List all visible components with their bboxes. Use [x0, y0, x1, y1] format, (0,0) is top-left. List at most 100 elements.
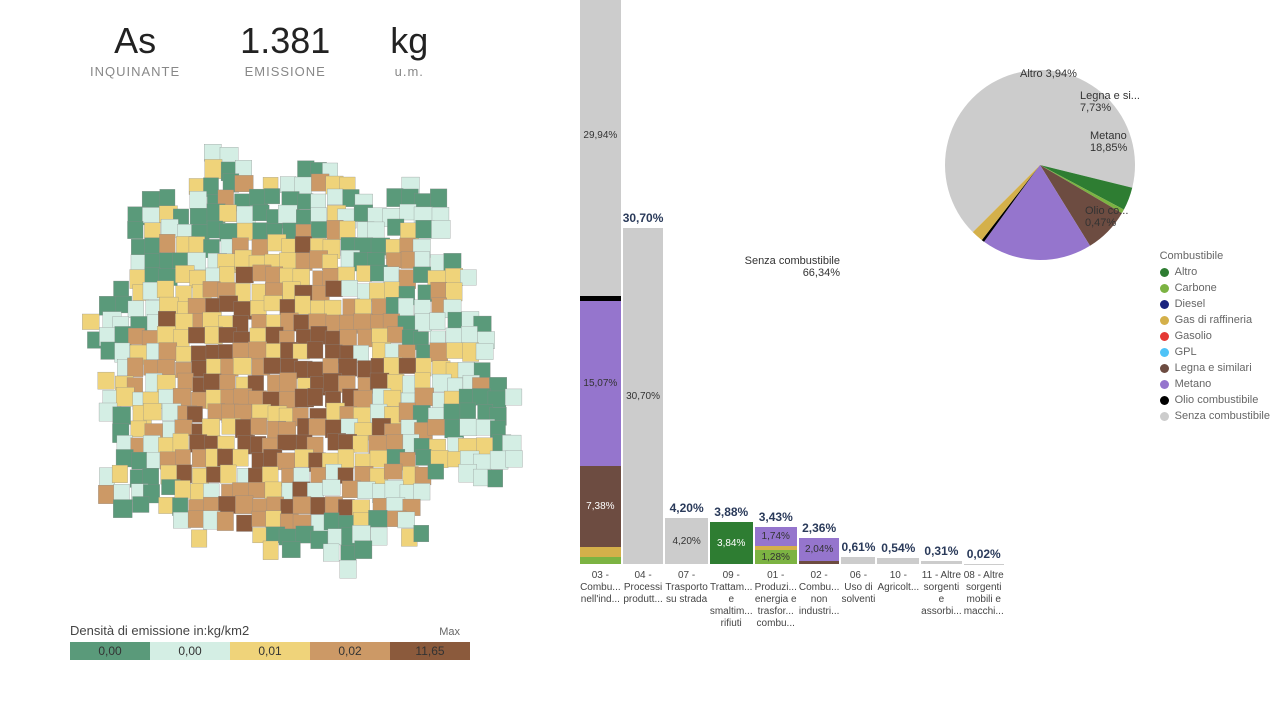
- map-region[interactable]: [233, 358, 251, 375]
- map-region[interactable]: [191, 346, 207, 363]
- fuel-legend-item[interactable]: Diesel: [1160, 298, 1270, 310]
- map-region[interactable]: [191, 530, 207, 547]
- map-region[interactable]: [157, 281, 174, 298]
- fuel-legend-item[interactable]: Senza combustibile: [1160, 410, 1270, 422]
- map-region[interactable]: [248, 342, 267, 359]
- map-region[interactable]: [145, 238, 161, 255]
- map-region[interactable]: [202, 419, 220, 437]
- map-region[interactable]: [204, 144, 221, 161]
- map-region[interactable]: [132, 452, 147, 469]
- map-region[interactable]: [308, 388, 323, 406]
- bar-column[interactable]: 3,43%1,28%1,74%01 - Produzi... energia e…: [755, 510, 797, 630]
- map-region[interactable]: [160, 189, 175, 208]
- bar-column[interactable]: 53,95%7,38%15,07%29,94%03 - Combu... nel…: [580, 0, 621, 630]
- map-region[interactable]: [355, 541, 372, 559]
- map-region[interactable]: [430, 313, 445, 330]
- fuel-legend-item[interactable]: Olio combustibile: [1160, 394, 1270, 406]
- map-region[interactable]: [384, 267, 399, 283]
- map-region[interactable]: [277, 453, 295, 470]
- map-region[interactable]: [263, 541, 278, 560]
- map-region[interactable]: [101, 342, 117, 359]
- map-region[interactable]: [415, 314, 432, 332]
- map-region[interactable]: [116, 449, 133, 467]
- map-region[interactable]: [175, 480, 190, 498]
- fuel-legend-item[interactable]: Gasolio: [1160, 330, 1270, 342]
- map-region[interactable]: [142, 207, 161, 223]
- map-region[interactable]: [431, 282, 447, 299]
- map-region[interactable]: [322, 254, 338, 270]
- map-region[interactable]: [399, 358, 416, 374]
- fuel-legend-item[interactable]: Metano: [1160, 378, 1270, 390]
- map-region[interactable]: [340, 329, 357, 347]
- map-region[interactable]: [159, 234, 175, 252]
- map-region[interactable]: [341, 280, 357, 296]
- bar-column[interactable]: 0,54%10 - Agricolt...: [877, 541, 919, 630]
- fuel-legend-item[interactable]: Gas di raffineria: [1160, 314, 1270, 326]
- map-region[interactable]: [476, 343, 493, 359]
- map-region[interactable]: [506, 451, 523, 468]
- fuel-legend-item[interactable]: GPL: [1160, 346, 1270, 358]
- fuel-legend-item[interactable]: Legna e similari: [1160, 362, 1270, 374]
- map-region[interactable]: [128, 301, 144, 318]
- map-region[interactable]: [414, 525, 429, 542]
- map-region[interactable]: [264, 188, 280, 203]
- map-region[interactable]: [113, 500, 132, 518]
- map-region[interactable]: [113, 407, 131, 425]
- map-region[interactable]: [265, 482, 282, 499]
- bar-column[interactable]: 3,88%3,84%09 - Trattam... e smaltim... r…: [710, 505, 753, 630]
- map-region[interactable]: [282, 541, 300, 557]
- map-region[interactable]: [340, 221, 356, 239]
- map-region[interactable]: [293, 497, 311, 514]
- map-region[interactable]: [416, 449, 431, 465]
- map-region[interactable]: [505, 389, 522, 405]
- map-region[interactable]: [190, 191, 207, 208]
- map-region[interactable]: [294, 315, 309, 332]
- pie-chart[interactable]: [930, 55, 1150, 275]
- map-region[interactable]: [190, 208, 207, 225]
- map-region[interactable]: [446, 283, 462, 301]
- map-region[interactable]: [233, 449, 249, 466]
- bar-column[interactable]: 4,20%4,20%07 - Trasporto su strada: [665, 501, 707, 630]
- map-region[interactable]: [253, 223, 269, 242]
- map-region[interactable]: [398, 298, 413, 317]
- map-region[interactable]: [460, 403, 476, 421]
- map-region[interactable]: [414, 483, 430, 500]
- map-region[interactable]: [352, 525, 370, 543]
- map-region[interactable]: [428, 419, 445, 435]
- bar-column[interactable]: 0,02%08 - Altre sorgenti mobili e macchi…: [964, 547, 1004, 630]
- bar-column[interactable]: 30,70%30,70%04 - Processi produtt...: [623, 211, 664, 630]
- map-region[interactable]: [355, 299, 371, 316]
- map-region[interactable]: [142, 468, 158, 485]
- map-region[interactable]: [205, 159, 222, 178]
- map-region[interactable]: [218, 496, 235, 513]
- map-region[interactable]: [220, 465, 236, 483]
- map-region[interactable]: [323, 358, 338, 374]
- map-region[interactable]: [280, 373, 297, 392]
- fuel-legend-item[interactable]: Altro: [1160, 266, 1270, 278]
- map-region[interactable]: [127, 358, 143, 377]
- map-region[interactable]: [415, 388, 434, 406]
- map-region[interactable]: [114, 484, 130, 502]
- map-region[interactable]: [368, 510, 387, 527]
- map-region[interactable]: [133, 497, 149, 513]
- map-region[interactable]: [236, 267, 254, 283]
- map-region[interactable]: [188, 511, 204, 528]
- map-region[interactable]: [235, 495, 253, 513]
- map-region[interactable]: [157, 326, 175, 343]
- map-region[interactable]: [159, 497, 175, 513]
- map-region[interactable]: [309, 418, 326, 435]
- map-region[interactable]: [176, 346, 193, 362]
- map-region[interactable]: [308, 362, 324, 379]
- map-region[interactable]: [158, 311, 176, 328]
- map-region[interactable]: [143, 403, 161, 420]
- map-region[interactable]: [340, 560, 357, 578]
- map-region[interactable]: [387, 188, 404, 206]
- map-region[interactable]: [236, 515, 252, 532]
- map-region[interactable]: [324, 513, 339, 530]
- map-region[interactable]: [217, 512, 233, 531]
- map-region[interactable]: [400, 204, 416, 220]
- map-region[interactable]: [266, 511, 281, 528]
- map-region[interactable]: [189, 237, 205, 255]
- map-region[interactable]: [353, 436, 368, 453]
- map-region[interactable]: [204, 374, 222, 390]
